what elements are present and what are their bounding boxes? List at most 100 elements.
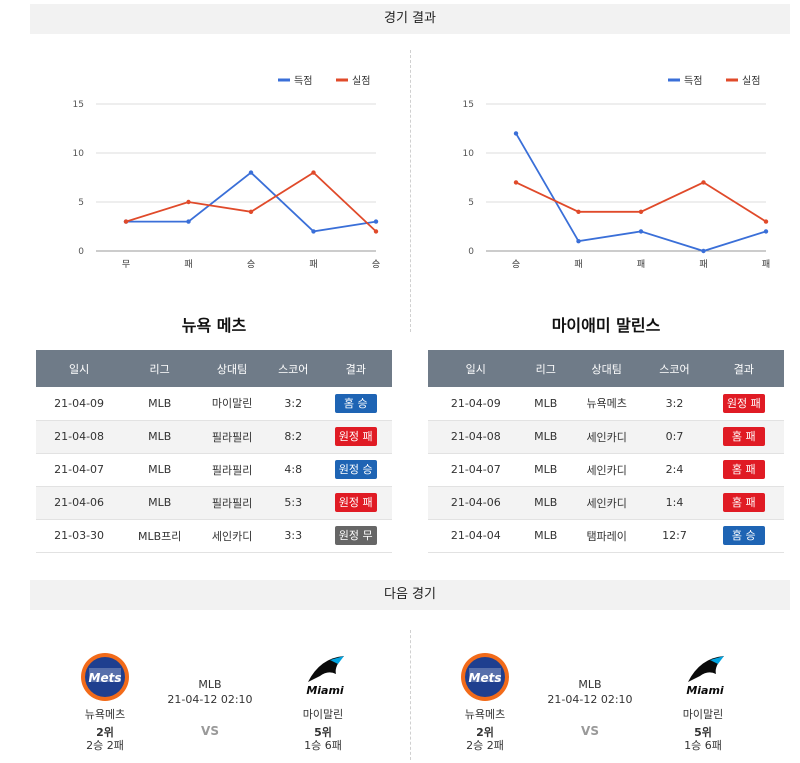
data-point (576, 239, 581, 244)
mets-logo-icon[interactable]: Mets (460, 652, 510, 702)
data-point (638, 229, 644, 234)
column-opponent-cell: 뉴욕메츠 (567, 387, 646, 421)
away-team-name[interactable]: 마이말린 (302, 708, 344, 721)
data-point (513, 180, 519, 185)
x-tick-label: 승 (247, 259, 255, 270)
away-team-record: 1승 6패 (304, 739, 342, 752)
data-point (248, 209, 254, 214)
y-tick-label: 10 (463, 149, 475, 159)
table-row[interactable]: 21-04-04 MLB 탬파레이 12:7 홈 승 (428, 519, 784, 553)
vs-label: VS (201, 724, 219, 738)
column-date-cell: 21-04-06 (36, 486, 123, 520)
home-team-rank: 2위 (476, 726, 494, 739)
x-tick-label: 패 (699, 259, 707, 270)
column-result-header: 결과 (319, 350, 392, 387)
y-tick-label: 10 (73, 149, 85, 159)
result-cell: 홈 승 (703, 519, 784, 553)
svg-text:Miami: Miami (306, 684, 344, 697)
column-date-cell: 21-04-09 (36, 387, 123, 421)
next-divider (410, 630, 411, 760)
data-point (763, 229, 769, 234)
column-score-header: 스코어 (267, 350, 320, 387)
x-tick-label: 무 (122, 259, 130, 270)
column-opponent-cell: 필라필리 (197, 420, 268, 454)
column-score-cell: 8:2 (267, 420, 320, 454)
table-row[interactable]: 21-04-08 MLB 세인카디 0:7 홈 패 (428, 420, 784, 454)
column-league-header: 리그 (122, 350, 198, 387)
result-badge: 원정 무 (334, 526, 377, 545)
column-league-cell: MLB (122, 420, 198, 454)
result-badge: 홈 패 (722, 460, 765, 479)
table-row[interactable]: 21-04-07 MLB 세인카디 2:4 홈 패 (428, 453, 784, 487)
column-date-cell: 21-04-09 (428, 387, 524, 421)
home-team-record: 2승 2패 (86, 739, 124, 752)
result-cell: 원정 승 (319, 453, 392, 487)
next-game-section-header: 다음 경기 (30, 580, 790, 610)
away-team-name[interactable]: 마이말린 (682, 708, 724, 721)
result-badge: 홈 승 (334, 393, 377, 413)
table-row[interactable]: 21-04-07 MLB 필라필리 4:8 원정 승 (36, 453, 392, 487)
mets-results-chart: 0 5 10 15 무 패 승 패 승 득점 실점 (30, 60, 381, 275)
column-score-cell: 12:7 (645, 519, 704, 553)
legend-label: 득점 (684, 75, 702, 87)
result-cell: 홈 패 (703, 486, 784, 520)
table-row[interactable]: 21-03-30 MLB프리 세인카디 3:3 원정 무 (36, 519, 392, 553)
data-point (373, 219, 379, 224)
column-league-cell: MLB (523, 453, 568, 487)
result-badge: 원정 패 (722, 393, 765, 413)
table-row[interactable]: 21-04-06 MLB 필라필리 5:3 원정 패 (36, 486, 392, 520)
home-team-rank: 2위 (96, 726, 114, 739)
column-date-header: 일시 (428, 350, 524, 387)
column-league-header: 리그 (523, 350, 568, 387)
data-point (576, 209, 581, 214)
home-team-name[interactable]: 뉴욕메츠 (84, 708, 126, 721)
team-title-mets: 뉴욕 메츠 (181, 316, 247, 335)
result-cell: 원정 패 (319, 420, 392, 454)
table-row[interactable]: 21-04-08 MLB 필라필리 8:2 원정 패 (36, 420, 392, 454)
column-league-cell: MLB (122, 387, 198, 421)
column-opponent-cell: 세인카디 (567, 420, 646, 454)
y-tick-label: 15 (73, 100, 84, 110)
legend-label: 득점 (294, 75, 312, 87)
vs-label: VS (581, 724, 599, 738)
column-league-cell: MLB (523, 519, 568, 553)
column-score-cell: 3:2 (267, 387, 320, 421)
column-date-header: 일시 (36, 350, 123, 387)
away-team-rank: 5위 (314, 726, 332, 739)
result-badge: 홈 패 (722, 427, 765, 446)
table-row[interactable]: 21-04-09 MLB 마이말린 3:2 홈 승 (36, 387, 392, 421)
match-datetime: 21-04-12 02:10 (167, 693, 253, 706)
y-tick-label: 15 (463, 100, 474, 110)
column-opponent-header: 상대팀 (197, 350, 268, 387)
svg-text:Mets: Mets (469, 671, 502, 685)
column-date-cell: 21-04-07 (428, 453, 524, 487)
legend-label: 실점 (352, 75, 370, 87)
marlins-recent-games-table: 일시 리그 상대팀 스코어 결과 21-04-09 MLB 뉴욕메츠 3:2 원정 패 21-04-… (428, 350, 784, 553)
home-team-name[interactable]: 뉴욕메츠 (464, 708, 506, 721)
column-score-cell: 4:8 (267, 453, 320, 487)
data-point (373, 229, 379, 234)
column-result-header: 결과 (703, 350, 784, 387)
y-tick-label: 5 (468, 198, 474, 208)
data-point (123, 219, 129, 224)
x-tick-label: 패 (762, 259, 770, 270)
x-tick-label: 승 (512, 259, 520, 270)
column-score-cell: 3:2 (645, 387, 704, 421)
next-game-card[interactable]: Mets 뉴욕메츠 2위 2승 2패 MLB 21-04-12 02:10 VS… (60, 640, 360, 755)
mets-logo-icon[interactable]: Mets (80, 652, 130, 702)
x-tick-label: 패 (184, 259, 192, 270)
team-title-marlins: 마이애미 말린스 (551, 316, 661, 335)
table-row[interactable]: 21-04-06 MLB 세인카디 1:4 홈 패 (428, 486, 784, 520)
x-tick-label: 패 (574, 259, 582, 270)
next-game-card[interactable]: Mets 뉴욕메츠 2위 2승 2패 MLB 21-04-12 02:10 VS… (440, 640, 740, 755)
data-point (311, 229, 316, 234)
marlins-logo-icon[interactable]: Miami (680, 652, 730, 702)
data-point (186, 199, 191, 205)
svg-text:Mets: Mets (89, 671, 122, 685)
column-score-cell: 1:4 (645, 486, 704, 520)
data-point (701, 180, 706, 185)
table-row[interactable]: 21-04-09 MLB 뉴욕메츠 3:2 원정 패 (428, 387, 784, 421)
marlins-logo-icon[interactable]: Miami (300, 652, 350, 702)
result-cell: 원정 패 (703, 387, 784, 421)
line-chart: 0 5 10 15 무 패 승 패 승 득점 실점 (73, 75, 381, 270)
